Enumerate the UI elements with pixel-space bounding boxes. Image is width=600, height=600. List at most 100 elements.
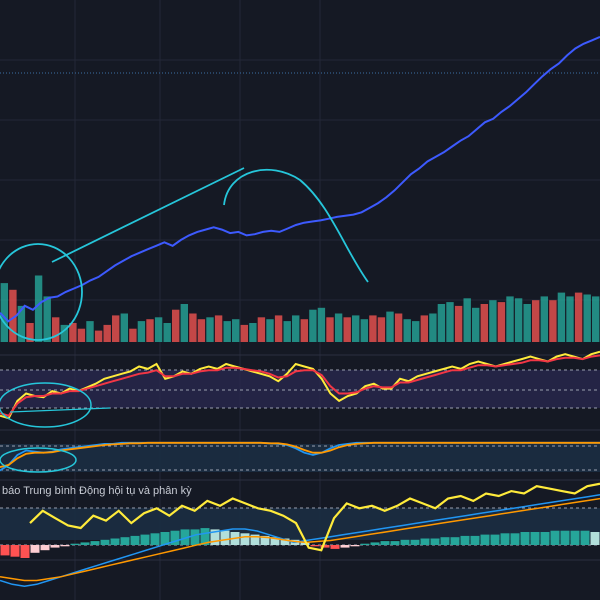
macd-histogram-bar xyxy=(260,535,270,545)
volume-bar xyxy=(249,323,257,342)
volume-bar xyxy=(463,298,471,342)
macd-histogram-bar xyxy=(330,545,340,549)
volume-bar xyxy=(86,321,94,342)
macd-histogram-bar xyxy=(60,545,70,547)
volume-bar xyxy=(112,315,120,342)
macd-histogram-bar xyxy=(130,535,140,545)
volume-bar xyxy=(17,305,26,342)
volume-bar xyxy=(120,313,128,342)
macd-histogram-bar xyxy=(580,530,590,545)
volume-bar xyxy=(94,330,103,342)
macd-histogram-bar xyxy=(540,532,550,545)
drawing-annotations xyxy=(0,167,369,341)
macd-overlay-yellow-line xyxy=(29,482,600,552)
macd-histogram-bar xyxy=(340,545,350,548)
volume-bar xyxy=(163,323,171,342)
macd-histogram-bar xyxy=(210,529,220,545)
macd-histogram-bar xyxy=(30,545,40,553)
volume-bar xyxy=(480,304,488,342)
macd-signal-line xyxy=(0,497,600,582)
macd-histogram-bar xyxy=(110,538,120,545)
macd-band-fill xyxy=(0,508,600,540)
volume-bar xyxy=(523,304,531,342)
indicator-title: báo Trung bình Động hội tụ và phân kỳ xyxy=(2,485,192,497)
volume-bar xyxy=(437,304,446,342)
volume-bar xyxy=(146,319,154,342)
macd-histogram-bar xyxy=(470,535,480,545)
macd-histogram-bar xyxy=(380,541,390,545)
macd-histogram-bar xyxy=(590,532,600,545)
macd-histogram-bar xyxy=(270,537,280,545)
volume-bar xyxy=(326,317,334,342)
volume-bar xyxy=(214,315,223,342)
macd-histogram-bar xyxy=(170,530,180,545)
price-panel xyxy=(0,35,600,323)
volume-bar xyxy=(583,294,591,342)
macd-histogram-bar xyxy=(550,530,560,545)
volume-bar xyxy=(454,305,463,342)
volume-bar xyxy=(257,317,266,342)
volume-bar xyxy=(189,313,197,342)
volume-bar xyxy=(292,315,300,342)
volume-bar xyxy=(377,317,386,342)
macd-histogram-bar xyxy=(420,538,430,545)
macd-histogram-bar xyxy=(150,533,160,545)
macd-histogram-bar xyxy=(450,537,460,545)
macd-histogram-bar xyxy=(280,538,290,545)
macd-histogram-bar xyxy=(180,529,190,545)
macd-histogram-bar xyxy=(490,534,500,545)
volume-bar xyxy=(429,313,437,342)
volume-bar xyxy=(240,324,248,342)
volume-bar xyxy=(103,324,111,342)
volume-bar xyxy=(0,283,9,342)
macd-histogram-bar xyxy=(70,543,80,545)
macd-histogram-bar xyxy=(240,533,250,545)
volume-bar xyxy=(489,300,497,342)
volume-bar xyxy=(317,307,326,342)
volume-bar xyxy=(557,292,566,342)
macd-histogram-bar xyxy=(300,542,310,545)
macd-histogram-bar xyxy=(410,539,420,545)
volume-bar xyxy=(197,319,206,342)
macd-histogram-bar xyxy=(310,545,320,547)
volume-bar xyxy=(566,296,574,342)
volume-bar xyxy=(514,298,523,342)
macd-histogram-bar xyxy=(350,545,360,547)
macd-histogram-bar xyxy=(140,534,150,545)
volume-bar xyxy=(300,319,308,342)
macd-panel xyxy=(0,482,600,587)
annotation-trendline xyxy=(51,167,245,263)
macd-histogram-bar xyxy=(520,532,530,545)
volume-bar xyxy=(309,309,317,342)
volume-bar xyxy=(540,296,548,342)
macd-histogram-bar xyxy=(390,541,400,545)
volume-bar xyxy=(369,315,377,342)
volume-bar xyxy=(394,313,403,342)
macd-histogram-bar xyxy=(250,534,260,545)
macd-histogram-bar xyxy=(500,533,510,545)
volume-bar xyxy=(283,321,291,342)
macd-histogram-bar xyxy=(90,541,100,545)
volume-bar xyxy=(172,309,180,342)
volume-bar xyxy=(60,324,68,342)
macd-histogram-bar xyxy=(20,545,30,558)
macd-histogram-bar xyxy=(200,528,210,545)
macd-histogram-bar xyxy=(570,530,580,545)
volume-bar xyxy=(34,275,43,342)
macd-histogram-bar xyxy=(460,535,470,545)
volume-bar xyxy=(223,321,231,342)
volume-bar xyxy=(343,317,351,342)
volume-bar xyxy=(506,296,514,342)
rsi-band-fill xyxy=(0,370,600,408)
macd-histogram-bar xyxy=(530,532,540,545)
volume-bar xyxy=(9,289,17,343)
stochastic-panel xyxy=(0,441,600,473)
volume-bar xyxy=(446,302,454,342)
annotation-ellipse xyxy=(0,243,83,341)
volume-bar xyxy=(129,328,137,342)
macd-histogram-bar xyxy=(190,529,200,545)
macd-histogram-bar xyxy=(100,539,110,545)
volume-bar xyxy=(360,319,368,342)
